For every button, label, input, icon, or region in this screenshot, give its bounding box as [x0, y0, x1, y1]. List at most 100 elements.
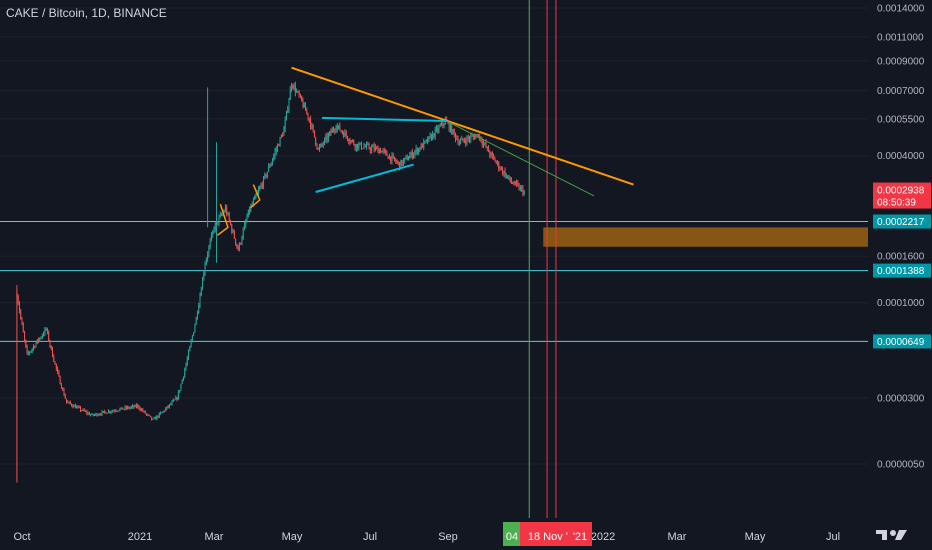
candle-body — [336, 126, 338, 129]
candle-body — [443, 124, 445, 126]
candle-body — [88, 413, 90, 416]
candle-body — [165, 408, 167, 411]
candle-body — [63, 389, 65, 396]
x-tick-label: May — [745, 531, 766, 543]
candle-body — [404, 157, 406, 161]
candle-body — [81, 410, 83, 412]
candle-body — [427, 139, 429, 142]
flag-mark — [216, 203, 229, 236]
price-axis[interactable]: 0.0014000 0.0011000 0.0009000 0.0007000 0.00… — [868, 0, 932, 550]
candle-body — [453, 129, 455, 134]
candle-body — [385, 150, 387, 152]
candle-body — [405, 156, 407, 158]
tradingview-logo[interactable] — [872, 524, 922, 546]
candle-body — [301, 95, 303, 102]
candle-body — [495, 161, 497, 163]
current-price-tag — [873, 182, 931, 209]
candle-body — [436, 128, 437, 130]
candle-body — [263, 177, 265, 187]
candle-body — [367, 144, 369, 146]
candle-body — [274, 151, 276, 156]
drawings — [216, 66, 634, 236]
candle-body — [507, 175, 509, 178]
candle-body — [373, 146, 375, 150]
candle-body — [285, 111, 287, 120]
candle-body — [470, 136, 472, 140]
time-axis[interactable]: Oct 2021 Mar May Jul Sep 2022 Mar May Jul 04 18 Nov… — [0, 518, 932, 550]
level-price-tag — [873, 214, 931, 229]
candle-body — [280, 135, 282, 138]
candle-body — [388, 156, 390, 159]
candle-body — [171, 401, 173, 405]
candle-body — [212, 231, 214, 235]
candle-body — [227, 214, 229, 216]
candle-body — [523, 191, 525, 194]
candle-body — [320, 144, 322, 147]
candle-body — [235, 238, 237, 244]
candle-body — [448, 123, 450, 131]
candle-body — [202, 278, 203, 291]
candle-body — [119, 408, 121, 411]
candle-body — [34, 346, 36, 348]
candle-body — [191, 335, 193, 341]
candle-body — [305, 104, 306, 111]
candle-body — [221, 214, 223, 216]
candle-body — [493, 155, 495, 158]
candle-body — [125, 406, 127, 409]
candle-body — [451, 125, 453, 134]
candle-body — [489, 152, 491, 156]
y-tick-label: 0.0009000 — [877, 56, 925, 67]
candle-body — [322, 143, 324, 145]
candle-body — [105, 411, 107, 414]
candle-body — [124, 406, 126, 409]
candle-body — [176, 397, 178, 400]
candle-body — [78, 406, 80, 408]
candle-body — [188, 351, 189, 359]
candle-body — [509, 176, 511, 181]
candle-body — [471, 135, 473, 137]
candle-body — [49, 340, 51, 346]
candle-body — [325, 136, 327, 139]
candle-body — [190, 340, 192, 347]
candle-body — [366, 144, 367, 147]
candle-body — [160, 412, 162, 414]
level-price-tag — [873, 263, 931, 278]
candle-body — [422, 144, 423, 148]
y-tick-label: 0.0011000 — [877, 32, 924, 43]
candle-body — [111, 410, 113, 412]
candle-body — [390, 156, 392, 162]
candle-body — [357, 143, 359, 149]
candle-body — [283, 129, 285, 136]
candle-body — [312, 125, 314, 130]
candle-body — [43, 333, 45, 336]
candle-body — [330, 131, 332, 133]
y-tick-label: 0.0000300 — [877, 393, 925, 404]
candle-body — [410, 152, 412, 156]
level-price-tag — [873, 334, 931, 349]
candle-body — [261, 184, 263, 187]
candle-body — [374, 147, 376, 150]
candle-body — [386, 151, 388, 156]
candle-body — [218, 216, 220, 224]
candle-body — [67, 401, 69, 403]
candle-body — [508, 176, 510, 178]
candle-body — [303, 104, 305, 108]
candle-body — [109, 410, 111, 413]
candle-body — [348, 139, 350, 142]
candle-body — [250, 206, 252, 212]
candle-body — [183, 376, 184, 380]
candle-body — [181, 379, 183, 385]
candle-body — [97, 414, 99, 416]
candle-body — [326, 136, 328, 140]
candle-body — [22, 324, 24, 333]
candle-body — [287, 109, 289, 112]
candle-body — [362, 148, 364, 150]
candle-body — [62, 388, 64, 390]
candle-body — [472, 135, 474, 137]
candle-body — [335, 128, 337, 131]
candle-body — [205, 258, 207, 265]
candle-body — [437, 128, 439, 131]
candle-body — [284, 119, 286, 130]
